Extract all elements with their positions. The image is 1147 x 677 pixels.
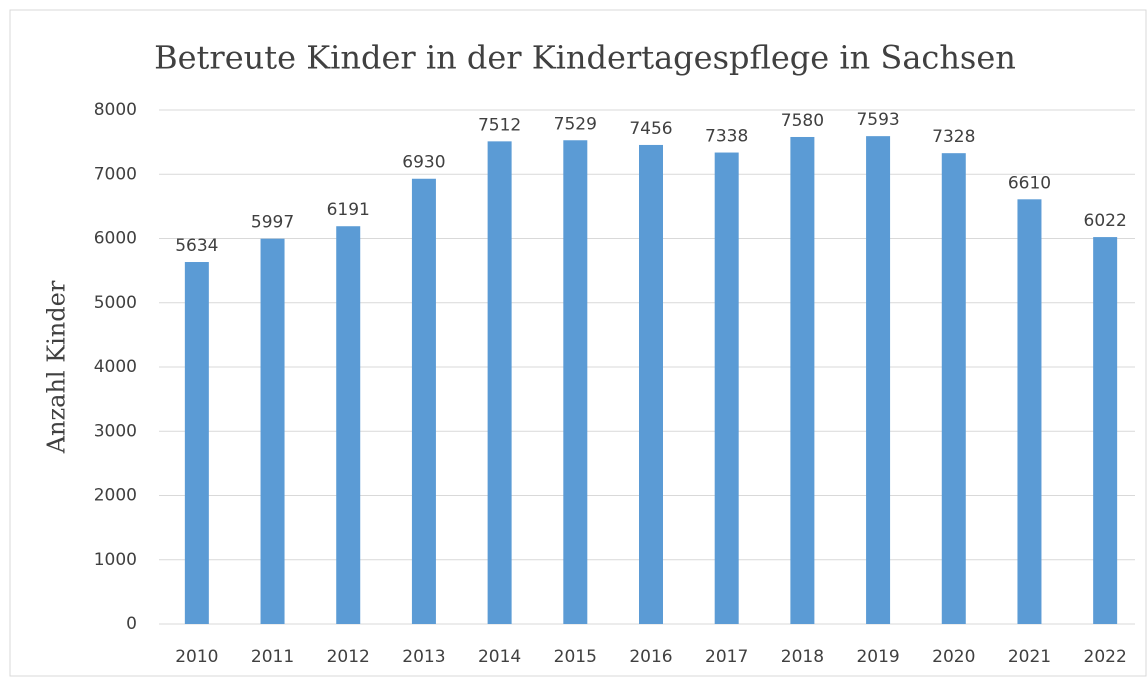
- bar: [941, 153, 966, 624]
- x-tick-label: 2019: [856, 647, 899, 667]
- y-axis-label: Anzahl Kinder: [43, 280, 71, 454]
- bar: [1093, 237, 1118, 625]
- x-tick-label: 2018: [781, 647, 824, 667]
- x-tick-label: 2013: [402, 647, 445, 667]
- data-label: 7512: [478, 115, 521, 135]
- data-label: 7529: [554, 114, 597, 134]
- x-tick-label: 2016: [629, 647, 672, 667]
- x-tick-label: 2021: [1008, 647, 1051, 667]
- bar: [184, 262, 209, 624]
- data-label: 6930: [402, 153, 445, 173]
- data-label: 5997: [251, 213, 294, 233]
- bar: [260, 238, 285, 624]
- x-tick-label: 2022: [1084, 647, 1127, 667]
- data-label: 6610: [1008, 173, 1051, 193]
- bar: [487, 141, 512, 624]
- bar: [790, 136, 815, 625]
- bar: [411, 178, 436, 624]
- x-tick-label: 2020: [932, 647, 975, 667]
- x-tick-label: 2012: [327, 647, 370, 667]
- data-label: 7580: [781, 111, 824, 131]
- y-tick-label: 6000: [94, 229, 137, 249]
- bar: [866, 136, 891, 624]
- bar: [1017, 199, 1042, 624]
- bar: [639, 144, 663, 624]
- y-tick-label: 4000: [94, 357, 137, 377]
- y-tick-label: 8000: [94, 100, 137, 120]
- x-tick-label: 2010: [175, 647, 218, 667]
- data-label: 7338: [705, 127, 748, 147]
- x-tick-label: 2014: [478, 647, 521, 667]
- y-tick-label: 1000: [94, 550, 137, 570]
- x-tick-label: 2015: [554, 647, 597, 667]
- data-label: 7328: [932, 127, 975, 147]
- chart-title: Betreute Kinder in der Kindertagespflege…: [154, 39, 1016, 77]
- data-label: 7456: [629, 119, 672, 139]
- data-label: 7593: [856, 110, 899, 130]
- y-tick-label: 7000: [94, 164, 137, 184]
- data-label: 5634: [175, 236, 218, 256]
- bar: [336, 226, 361, 624]
- x-tick-label: 2011: [251, 647, 294, 667]
- y-tick-label: 0: [126, 614, 137, 634]
- y-tick-label: 2000: [94, 486, 137, 506]
- bar: [563, 140, 588, 624]
- data-label: 6022: [1084, 211, 1127, 231]
- bar: [714, 152, 739, 624]
- y-tick-label: 3000: [94, 421, 137, 441]
- data-label: 6191: [327, 200, 370, 220]
- y-tick-label: 5000: [94, 293, 137, 313]
- x-tick-label: 2017: [705, 647, 748, 667]
